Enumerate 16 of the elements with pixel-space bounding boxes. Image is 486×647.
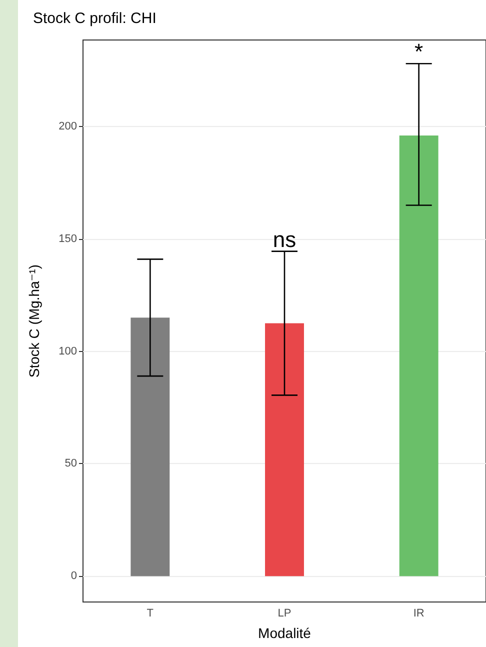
y-tick-label: 150 [58,232,77,245]
annotation: ns [272,226,296,252]
x-tick-label: IR [413,608,424,620]
y-tick-label: 50 [64,458,77,470]
y-tick-label: 100 [58,345,77,358]
bar [130,318,170,576]
bar [399,136,438,576]
x-tick-label: T [146,608,154,620]
bar [265,323,304,576]
chart-title: Stock C profil: CHI [33,10,156,27]
y-tick-label: 0 [70,570,77,582]
x-tick-label: LP [278,608,292,620]
y-tick-label: 200 [58,120,77,133]
y-axis-title: Stock C (Mg.ha⁻¹) [26,264,42,378]
annotation: * [414,39,424,64]
x-axis-title: Modalité [258,625,312,641]
